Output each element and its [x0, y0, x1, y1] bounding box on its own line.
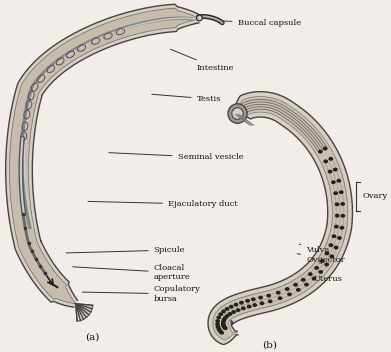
Ellipse shape — [337, 179, 341, 183]
Text: Vulva: Vulva — [299, 244, 329, 254]
Text: Ovary: Ovary — [362, 193, 387, 200]
Text: (b): (b) — [262, 341, 277, 350]
Ellipse shape — [328, 157, 333, 161]
Ellipse shape — [245, 299, 250, 303]
Ellipse shape — [330, 254, 334, 258]
Ellipse shape — [252, 303, 257, 307]
Text: Ejaculatory duct: Ejaculatory duct — [88, 200, 238, 208]
Ellipse shape — [221, 320, 226, 324]
Ellipse shape — [276, 291, 281, 295]
Ellipse shape — [308, 272, 313, 276]
Ellipse shape — [231, 310, 236, 314]
Text: Intestine: Intestine — [170, 49, 234, 72]
Ellipse shape — [335, 202, 339, 206]
Ellipse shape — [222, 325, 226, 328]
Ellipse shape — [331, 180, 336, 184]
Ellipse shape — [268, 299, 273, 303]
Ellipse shape — [301, 278, 306, 282]
Ellipse shape — [215, 325, 221, 329]
Polygon shape — [208, 92, 352, 345]
Ellipse shape — [332, 234, 336, 238]
Ellipse shape — [247, 304, 251, 308]
Ellipse shape — [293, 283, 298, 287]
Ellipse shape — [320, 259, 325, 263]
Ellipse shape — [325, 251, 329, 256]
Ellipse shape — [222, 318, 226, 322]
Ellipse shape — [285, 287, 290, 291]
Ellipse shape — [258, 296, 263, 300]
Ellipse shape — [219, 331, 224, 335]
Ellipse shape — [223, 316, 228, 320]
Ellipse shape — [340, 202, 345, 206]
Ellipse shape — [236, 308, 240, 312]
Ellipse shape — [221, 309, 226, 313]
Ellipse shape — [260, 301, 264, 305]
Ellipse shape — [241, 306, 246, 310]
Ellipse shape — [334, 246, 339, 250]
Ellipse shape — [304, 283, 309, 287]
Ellipse shape — [328, 243, 333, 247]
Ellipse shape — [266, 294, 271, 297]
Ellipse shape — [221, 323, 226, 327]
Text: Uterus: Uterus — [311, 272, 343, 283]
Text: Buccal capsule: Buccal capsule — [223, 19, 301, 27]
Text: Cloacal
aperture: Cloacal aperture — [73, 264, 190, 281]
Ellipse shape — [215, 322, 220, 326]
Ellipse shape — [337, 236, 342, 240]
Text: Seminal vesicle: Seminal vesicle — [109, 153, 243, 162]
Ellipse shape — [339, 226, 344, 230]
Text: Spicule: Spicule — [66, 246, 185, 254]
Polygon shape — [75, 304, 93, 321]
Ellipse shape — [221, 322, 226, 326]
Ellipse shape — [217, 327, 221, 331]
Ellipse shape — [314, 266, 319, 270]
Circle shape — [228, 104, 247, 123]
Ellipse shape — [312, 277, 316, 281]
Ellipse shape — [234, 303, 239, 307]
Ellipse shape — [323, 146, 328, 151]
Circle shape — [197, 15, 202, 21]
Ellipse shape — [328, 170, 332, 174]
Ellipse shape — [335, 214, 340, 218]
Ellipse shape — [323, 159, 328, 163]
Ellipse shape — [278, 296, 282, 300]
Ellipse shape — [251, 297, 256, 301]
Ellipse shape — [229, 305, 233, 309]
Ellipse shape — [333, 168, 338, 171]
Ellipse shape — [223, 326, 228, 330]
Polygon shape — [5, 4, 200, 307]
Ellipse shape — [339, 190, 344, 194]
Polygon shape — [213, 96, 348, 340]
Ellipse shape — [296, 288, 301, 292]
Ellipse shape — [219, 312, 223, 316]
Ellipse shape — [225, 314, 230, 318]
Ellipse shape — [225, 307, 230, 311]
Ellipse shape — [216, 315, 221, 319]
Circle shape — [232, 108, 243, 119]
Ellipse shape — [239, 301, 244, 305]
Ellipse shape — [324, 263, 329, 266]
Ellipse shape — [218, 329, 222, 333]
Ellipse shape — [228, 312, 232, 316]
Text: Testis: Testis — [152, 94, 221, 103]
Ellipse shape — [341, 214, 345, 218]
Ellipse shape — [222, 325, 227, 329]
Ellipse shape — [318, 270, 323, 274]
Text: (a): (a) — [84, 333, 99, 342]
Ellipse shape — [287, 293, 292, 296]
Ellipse shape — [333, 191, 338, 195]
Ellipse shape — [318, 150, 323, 153]
Text: Ovijector: Ovijector — [297, 253, 345, 264]
Text: Copulatory
bursa: Copulatory bursa — [82, 285, 201, 303]
Ellipse shape — [215, 319, 220, 323]
Ellipse shape — [334, 225, 339, 228]
Polygon shape — [9, 8, 199, 304]
